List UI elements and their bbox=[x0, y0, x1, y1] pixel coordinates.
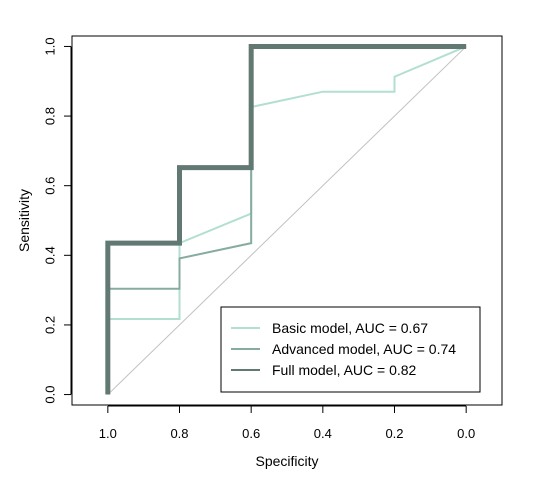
y-tick-label: 0.8 bbox=[43, 107, 58, 125]
legend-label-1: Basic model, AUC = 0.67 bbox=[272, 320, 428, 336]
x-tick-label: 0.6 bbox=[242, 426, 260, 441]
legend-box bbox=[220, 306, 481, 393]
x-tick-label: 0.8 bbox=[170, 426, 188, 441]
series-layer bbox=[105, 43, 467, 395]
y-axis: 0.0 0.2 0.4 0.6 0.8 1.0 bbox=[43, 37, 72, 404]
legend: Basic model, AUC = 0.67 Advanced model, A… bbox=[220, 306, 481, 393]
y-tick-label: 1.0 bbox=[43, 37, 58, 55]
x-axis: 1.0 0.8 0.6 0.4 0.2 0.0 bbox=[99, 405, 475, 441]
series-line-3 bbox=[105, 43, 467, 395]
y-tick-label: 0.2 bbox=[43, 316, 58, 334]
x-tick-label: 0.0 bbox=[457, 426, 475, 441]
plot-frame bbox=[71, 35, 503, 406]
legend-label-3: Full model, AUC = 0.82 bbox=[272, 362, 417, 378]
legend-label-2: Advanced model, AUC = 0.74 bbox=[272, 341, 456, 357]
y-tick-label: 0.6 bbox=[43, 177, 58, 195]
y-tick-label: 0.4 bbox=[43, 246, 58, 264]
x-tick-label: 1.0 bbox=[99, 426, 117, 441]
y-tick-label: 0.0 bbox=[43, 386, 58, 404]
y-axis-title: Sensitivity bbox=[16, 189, 32, 252]
reference-diagonal bbox=[107, 46, 467, 395]
x-tick-label: 0.4 bbox=[314, 426, 332, 441]
x-tick-label: 0.2 bbox=[385, 426, 403, 441]
x-axis-title: Specificity bbox=[255, 453, 318, 469]
